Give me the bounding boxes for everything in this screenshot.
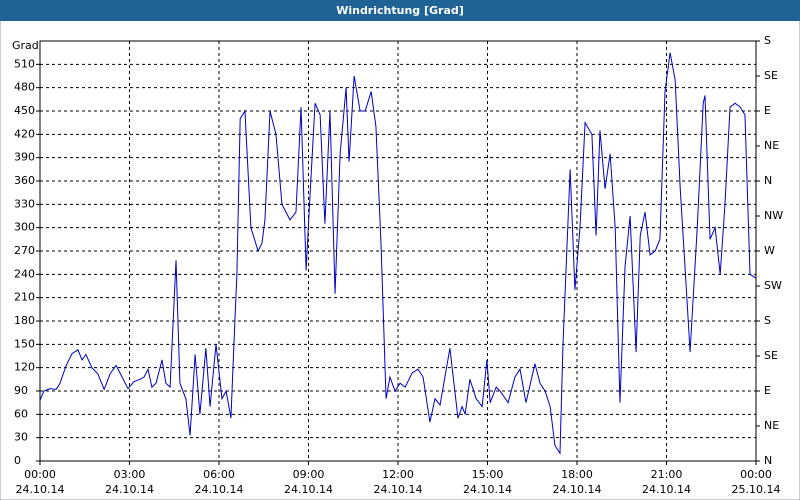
data-line (39, 52, 757, 455)
y2-tick-label: W (764, 244, 775, 257)
x-tick-date: 24.10.14 (553, 483, 602, 496)
y2-tick-label: N (764, 454, 772, 467)
y-tick-label: 390 (14, 151, 35, 164)
y-axis-label: Grad (12, 39, 39, 52)
y-tick-label: 120 (14, 361, 35, 374)
y-tick-label: 420 (14, 127, 35, 140)
y-tick-label: 60 (14, 407, 28, 420)
x-tick-label: 21:00 (651, 468, 683, 481)
x-tick-date: 24.10.14 (16, 483, 65, 496)
y2-tick-label: N (764, 174, 772, 187)
y2-tick-label: SE (764, 349, 778, 362)
x-tick-date: 24.10.14 (642, 483, 691, 496)
y2-tick-label: SE (764, 69, 778, 82)
x-tick-date: 24.10.14 (374, 483, 423, 496)
y-tick-label: 180 (14, 314, 35, 327)
chart-title: Windrichtung [Grad] (336, 4, 464, 17)
x-tick-date: 24.10.14 (463, 483, 512, 496)
x-tick-date: 24.10.14 (105, 483, 154, 496)
x-tick-label: 15:00 (472, 468, 504, 481)
y2-tick-label: NW (764, 209, 783, 222)
x-tick-date: 24.10.14 (195, 483, 244, 496)
title-bar (0, 0, 800, 21)
y-tick-label: 150 (14, 337, 35, 350)
y-tick-label: 480 (14, 81, 35, 94)
x-tick-label: 03:00 (114, 468, 146, 481)
y2-tick-label: SW (764, 279, 782, 292)
y-tick-label: 210 (14, 291, 35, 304)
x-tick-label: 00:00 (740, 468, 772, 481)
y2-tick-label: S (764, 34, 771, 47)
y-tick-label: 300 (14, 221, 35, 234)
plot-frame (39, 40, 757, 462)
x-tick-label: 06:00 (203, 468, 235, 481)
y-tick-label: 450 (14, 104, 35, 117)
y-tick-label: 330 (14, 197, 35, 210)
x-tick-label: 00:00 (24, 468, 56, 481)
y2-tick-label: NE (764, 419, 779, 432)
y-tick-label: 30 (14, 431, 28, 444)
y-tick-label: 270 (14, 244, 35, 257)
x-tick-date: 25.10.14 (732, 483, 781, 496)
x-tick-label: 12:00 (382, 468, 414, 481)
x-tick-label: 09:00 (293, 468, 325, 481)
y-tick-label: 360 (14, 174, 35, 187)
x-tick-date: 24.10.14 (284, 483, 333, 496)
x-tick-label: 18:00 (561, 468, 593, 481)
y2-tick-label: NE (764, 139, 779, 152)
y-tick-label: 240 (14, 267, 35, 280)
y2-tick-label: S (764, 314, 771, 327)
y2-tick-label: E (764, 104, 771, 117)
y-tick-label: 0 (14, 454, 21, 467)
y-tick-label: 90 (14, 384, 28, 397)
y2-tick-label: E (764, 384, 771, 397)
y-tick-label: 510 (14, 57, 35, 70)
